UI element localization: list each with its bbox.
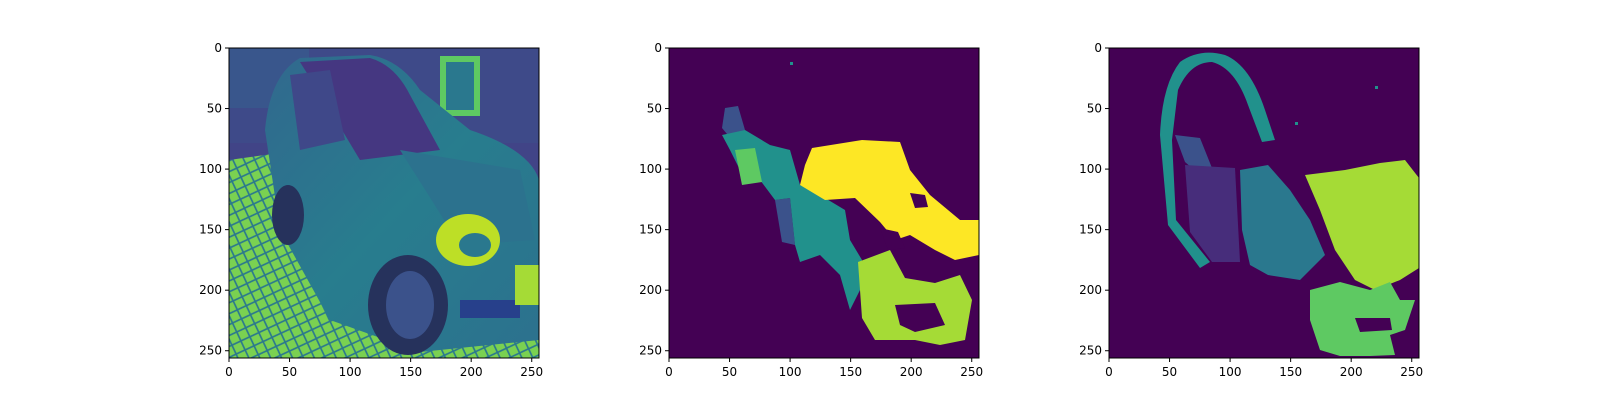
- y-tick-label: 200: [639, 283, 662, 297]
- x-tick-label: 200: [900, 365, 923, 379]
- mask-segment: [1240, 165, 1325, 280]
- y-axis: 0 50 100 150 200 250: [1079, 41, 1109, 358]
- x-axis: 0 50 100 150 200 250: [1105, 358, 1423, 379]
- x-tick-label: 50: [282, 365, 297, 379]
- predicted-mask: [669, 48, 979, 358]
- x-tick-label: 100: [1219, 365, 1242, 379]
- y-tick-label: 0: [1094, 41, 1102, 55]
- y-tick-label: 100: [1079, 162, 1102, 176]
- image-panel: 0 50 100 150 200 250 0 50 100 150 200 250: [199, 41, 543, 379]
- x-tick-label: 150: [1279, 365, 1302, 379]
- y-tick-label: 100: [199, 162, 222, 176]
- mask-segment: [775, 198, 795, 245]
- mask-segment: [1185, 165, 1240, 262]
- mask-segment: [1305, 160, 1419, 290]
- x-tick-label: 0: [225, 365, 233, 379]
- mask-hole: [1355, 318, 1392, 332]
- y-tick-label: 150: [1079, 223, 1102, 237]
- axes-frame: [1108, 47, 1420, 359]
- y-tick-label: 100: [639, 162, 662, 176]
- y-tick-label: 50: [207, 102, 222, 116]
- mask-hole: [895, 303, 945, 332]
- x-axis: 0 50 100 150 200 250: [665, 358, 983, 379]
- car-image: [229, 48, 539, 358]
- y-tick-label: 0: [654, 41, 662, 55]
- y-tick-label: 200: [199, 283, 222, 297]
- x-tick-label: 0: [1105, 365, 1113, 379]
- x-tick-label: 50: [722, 365, 737, 379]
- y-tick-label: 150: [199, 223, 222, 237]
- y-tick-label: 250: [639, 344, 662, 358]
- ground-truth-mask: [1109, 48, 1419, 358]
- y-tick-label: 50: [1087, 102, 1102, 116]
- mask-segment: [858, 250, 972, 345]
- y-tick-label: 250: [1079, 344, 1102, 358]
- y-tick-label: 200: [1079, 283, 1102, 297]
- x-tick-label: 100: [779, 365, 802, 379]
- y-tick-label: 50: [647, 102, 662, 116]
- mask-segment: [1175, 135, 1212, 175]
- x-tick-label: 250: [520, 365, 543, 379]
- x-tick-label: 50: [1162, 365, 1177, 379]
- x-tick-label: 150: [839, 365, 862, 379]
- mask-hole: [910, 193, 928, 208]
- y-tick-label: 250: [199, 344, 222, 358]
- x-tick-label: 100: [339, 365, 362, 379]
- y-tick-label: 0: [214, 41, 222, 55]
- mask-segment: [800, 140, 979, 260]
- mask-hole: [880, 228, 905, 250]
- x-axis: 0 50 100 150 200 250: [225, 358, 543, 379]
- axes-frame: [668, 47, 980, 359]
- x-tick-label: 0: [665, 365, 673, 379]
- prediction-panel: 0 50 100 150 200 250 0 50 100 150 200 250: [639, 41, 983, 379]
- x-tick-label: 200: [460, 365, 483, 379]
- mask-segment: [735, 148, 762, 185]
- y-tick-label: 150: [639, 223, 662, 237]
- x-tick-label: 150: [399, 365, 422, 379]
- x-tick-label: 250: [960, 365, 983, 379]
- y-axis: 0 50 100 150 200 250: [199, 41, 229, 358]
- x-tick-label: 250: [1400, 365, 1423, 379]
- x-tick-label: 200: [1340, 365, 1363, 379]
- y-axis: 0 50 100 150 200 250: [639, 41, 669, 358]
- ground-truth-panel: 0 50 100 150 200 250 0 50 100 150 200 250: [1079, 41, 1423, 379]
- axes-frame: [228, 47, 540, 359]
